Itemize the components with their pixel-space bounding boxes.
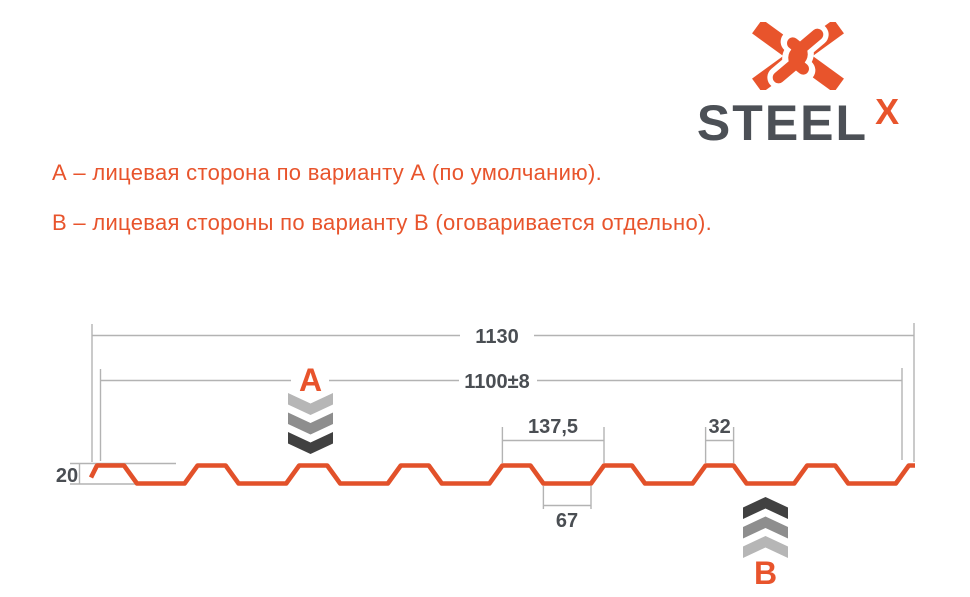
logo-word-x-superscript: X [875,91,900,132]
dim-pitch-value: 137,5 [528,416,578,438]
variant-b-marker: В [743,497,788,591]
variant-a-label: А [299,362,322,398]
logo-wordmark: STEEL X [680,94,916,151]
chevron-up-icon-dark [743,497,788,519]
dim-1130-value: 1130 [475,326,518,348]
variant-a-marker: А [288,362,333,454]
witness-lines [70,323,915,509]
chevron-down-icon-medium [288,412,333,435]
note-variant-a: А – лицевая сторона по варианту А (по ум… [52,160,602,185]
chevron-down-icon-dark [288,432,333,454]
dim-ribtop-value: 32 [708,416,730,438]
dim-height-value: 20 [56,465,78,487]
dim-valley-value: 67 [556,510,578,532]
dimension-lines [92,334,914,507]
dimension-values: 1130 1100±8 137,5 32 67 20 [56,326,731,532]
chevron-up-icon-light [743,536,788,558]
sheet-profile-outline [88,463,915,486]
chevron-up-icon-medium [743,516,788,539]
steelx-logo-x-icon [752,22,844,90]
note-variant-b: В – лицевая стороны по варианту В (огова… [52,210,713,235]
steelx-logo: STEEL X [680,22,916,148]
variant-b-label: В [754,555,777,591]
logo-word-steel: STEEL [696,95,869,151]
dim-1100-value: 1100±8 [464,371,530,393]
chevron-down-icon-light [288,393,333,415]
